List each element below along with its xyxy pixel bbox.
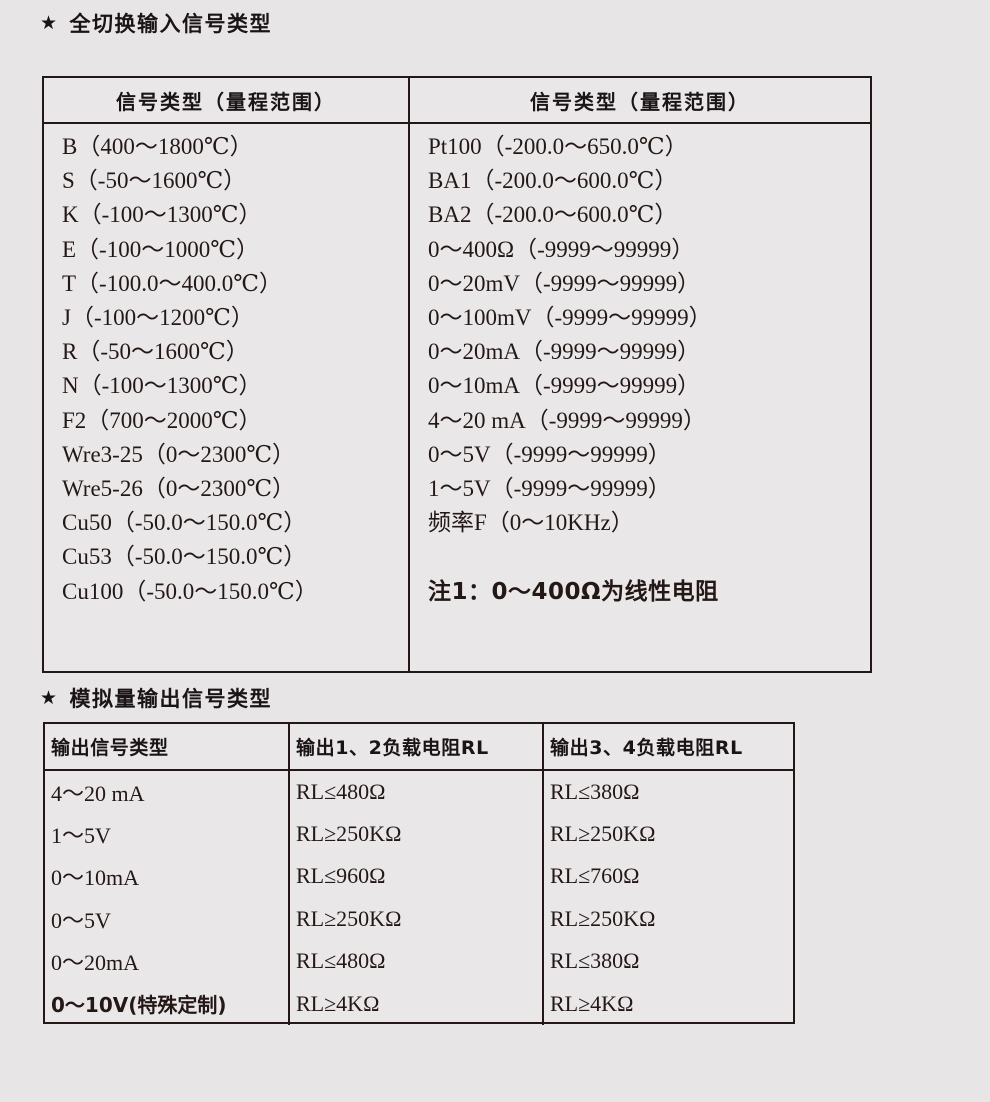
list-item: J（-100～1200℃） <box>62 305 254 331</box>
list-item: 4～20 mA（-9999～99999） <box>428 407 706 433</box>
cell-load-resistance-12: RL≤480Ω <box>289 940 544 983</box>
section-heading-input-signal-label: 全切换输入信号类型 <box>69 12 273 36</box>
analog-output-table: 输出信号类型 输出1、2负载电阻RL 输出3、4负载电阻RL 4～20 mA R… <box>45 724 793 1025</box>
table-row: 4～20 mA RL≤480Ω RL≤380Ω <box>45 770 793 813</box>
section-heading-analog-output-label: 模拟量输出信号类型 <box>69 687 273 711</box>
input-signal-left-cell: B（400～1800℃） S（-50～1600℃） K（-100～1300℃） … <box>44 124 410 673</box>
analog-output-signal-type-table: 输出信号类型 输出1、2负载电阻RL 输出3、4负载电阻RL 4～20 mA R… <box>43 722 795 1025</box>
list-item: 1～5V（-9999～99999） <box>428 476 671 502</box>
table-body-row: B（400～1800℃） S（-50～1600℃） K（-100～1300℃） … <box>44 124 870 673</box>
list-item: S（-50～1600℃） <box>62 168 247 194</box>
cell-load-resistance-12: RL≤960Ω <box>289 855 544 898</box>
cell-load-resistance-34: RL≥4KΩ <box>550 990 634 1016</box>
column-header-signal-type-left: 信号类型（量程范围） <box>44 78 410 122</box>
cell-load-resistance-12: RL≥4KΩ <box>289 982 544 1025</box>
column-header-load-resistance-12: 输出1、2负载电阻RL <box>289 724 544 771</box>
cell-load-resistance-34: RL≤380Ω <box>550 778 640 804</box>
cell-load-resistance-34: RL≥250KΩ <box>550 905 656 931</box>
cell-load-resistance-34: RL≤760Ω <box>550 863 640 889</box>
cell-load-resistance-12: RL≥250KΩ <box>289 897 544 940</box>
column-header-signal-type-right: 信号类型（量程范围） <box>530 89 750 114</box>
list-item: Wre3-25（0～2300℃） <box>62 441 296 467</box>
list-item: 0～20mV（-9999～99999） <box>428 270 701 296</box>
input-signal-right-list: Pt100（-200.0～650.0℃） BA1（-200.0～600.0℃） … <box>410 130 870 575</box>
cell-output-signal-type: 0～10mA <box>45 855 290 898</box>
table-row: 0～10mA RL≤960Ω RL≤760Ω <box>45 855 793 898</box>
list-item: Cu100（-50.0～150.0℃） <box>62 578 318 604</box>
list-item: Cu53（-50.0～150.0℃） <box>62 544 307 570</box>
cell-output-signal-type: 4～20 mA <box>45 770 290 813</box>
input-signal-note: 注1：0～400Ω为线性电阻 <box>428 578 719 605</box>
list-item: E（-100～1000℃） <box>62 236 259 262</box>
list-item: 0～5V（-9999～99999） <box>428 441 671 467</box>
section-heading-input-signal: ★ 全切换输入信号类型 <box>40 8 272 38</box>
cell-output-signal-type: 1～5V <box>45 812 290 855</box>
cell-output-signal-type: 0～5V <box>45 897 290 940</box>
section-heading-analog-output: ★ 模拟量输出信号类型 <box>40 683 272 713</box>
star-bullet-icon: ★ <box>40 11 59 34</box>
list-item: 频率F（0～10KHz） <box>428 510 634 536</box>
column-header-output-signal-type: 输出信号类型 <box>45 724 290 771</box>
table-header-row: 输出信号类型 输出1、2负载电阻RL 输出3、4负载电阻RL <box>45 724 793 771</box>
list-item: 0～20mA（-9999～99999） <box>428 339 701 365</box>
table-row: 1～5V RL≥250KΩ RL≥250KΩ <box>45 812 793 855</box>
list-item: 0～400Ω（-9999～99999） <box>428 236 695 262</box>
list-item: K（-100～1300℃） <box>62 202 262 228</box>
cell-load-resistance-12: RL≤480Ω <box>289 770 544 813</box>
list-item: R（-50～1600℃） <box>62 339 249 365</box>
list-item: BA2（-200.0～600.0℃） <box>428 202 678 228</box>
input-signal-type-table: 信号类型（量程范围） 信号类型（量程范围） B（400～1800℃） S（-50… <box>42 76 872 673</box>
cell-load-resistance-34: RL≤380Ω <box>550 948 640 974</box>
input-signal-right-cell: Pt100（-200.0～650.0℃） BA1（-200.0～600.0℃） … <box>410 124 870 673</box>
list-item: BA1（-200.0～600.0℃） <box>428 168 678 194</box>
input-signal-left-list: B（400～1800℃） S（-50～1600℃） K（-100～1300℃） … <box>44 130 408 609</box>
table-row: 0～5V RL≥250KΩ RL≥250KΩ <box>45 897 793 940</box>
list-item: Cu50（-50.0～150.0℃） <box>62 510 307 536</box>
list-item: 0～10mA（-9999～99999） <box>428 373 701 399</box>
column-header-load-resistance-34: 输出3、4负载电阻RL <box>543 724 793 771</box>
table-header-row: 信号类型（量程范围） 信号类型（量程范围） <box>44 78 870 124</box>
table-row: 0～10V(特殊定制) RL≥4KΩ RL≥4KΩ <box>45 982 793 1025</box>
list-item: 0～100mV（-9999～99999） <box>428 305 712 331</box>
list-item: N（-100～1300℃） <box>62 373 262 399</box>
cell-load-resistance-34: RL≥250KΩ <box>550 820 656 846</box>
list-item: T（-100.0～400.0℃） <box>62 270 282 296</box>
list-item: Wre5-26（0～2300℃） <box>62 476 296 502</box>
cell-output-signal-type: 0～10V(特殊定制) <box>45 982 290 1025</box>
cell-load-resistance-12: RL≥250KΩ <box>289 812 544 855</box>
cell-output-signal-type: 0～20mA <box>45 940 290 983</box>
table-row: 0～20mA RL≤480Ω RL≤380Ω <box>45 940 793 983</box>
star-bullet-icon: ★ <box>40 686 59 709</box>
list-item: Pt100（-200.0～650.0℃） <box>428 134 688 159</box>
list-item: B（400～1800℃） <box>62 134 253 159</box>
list-item: F2（700～2000℃） <box>62 407 262 433</box>
